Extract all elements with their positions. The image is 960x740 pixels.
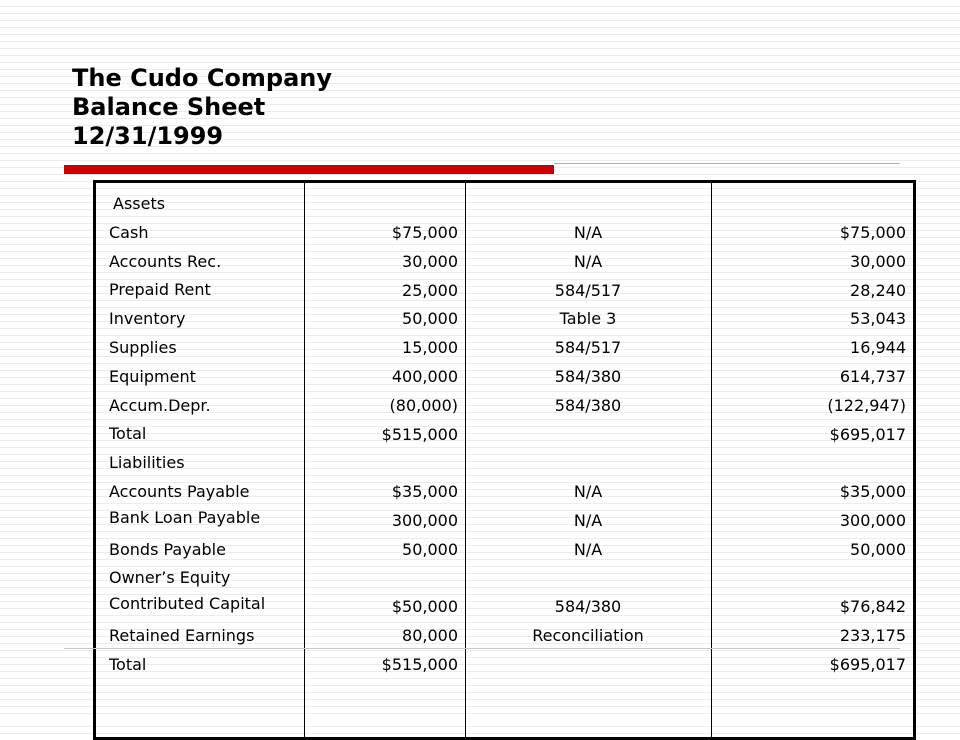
adjusted-value-column: $75,000 30,000 28,240 53,043 16,944 614,… [713,219,906,737]
table-cell: N/A [573,223,603,242]
column-divider [711,183,712,737]
reference-column: N/A N/A 584/517 Table 3 584/517 584/380 … [468,219,708,737]
table-cell: 15,000 [402,338,458,358]
accent-bar [64,165,554,174]
table-cell: $695,017 [829,654,906,674]
table-cell: 30,000 [850,251,906,271]
table-cell: 50,000 [402,309,458,329]
table-cell: 300,000 [391,510,458,530]
table-cell: $695,017 [829,424,906,444]
slide-title: The Cudo Company Balance Sheet 12/31/199… [72,64,332,151]
table-cell: $515,000 [381,424,458,444]
row-label: Total [109,654,147,674]
balance-sheet-table: Assets Cash Accounts Rec. Prepaid Rent I… [93,180,916,740]
row-label: Accum.Depr. [109,395,211,415]
section-heading-liabilities: Liabilities [109,453,185,473]
accent-rule [554,163,900,164]
row-label: Prepaid Rent [109,280,211,300]
table-cell: 233,175 [839,626,906,646]
table-cell: N/A [573,510,603,530]
section-heading-owners-equity: Owner’s Equity [109,568,231,588]
footer-rule [64,648,900,649]
table-cell: 25,000 [402,280,458,300]
label-column: Assets Cash Accounts Rec. Prepaid Rent I… [109,190,304,737]
row-label: Total [109,424,147,444]
table-cell: $35,000 [391,482,458,502]
row-label: Contributed Capital [109,594,266,614]
table-cell: 28,240 [850,280,906,300]
table-cell: 400,000 [391,366,458,386]
table-cell: $515,000 [381,654,458,674]
table-cell: 53,043 [850,309,906,329]
table-cell: 300,000 [839,510,906,530]
table-cell: 30,000 [402,251,458,271]
row-label: Supplies [109,337,177,357]
column-divider [304,183,305,737]
table-cell [468,651,708,680]
row-label: Equipment [109,366,196,386]
table-cell: 584/517 [554,338,622,358]
table-cell: N/A [573,539,603,559]
table-cell: (122,947) [827,395,906,415]
company-name: The Cudo Company [72,64,333,92]
row-label: Inventory [109,309,186,329]
table-cell: $75,000 [391,223,458,242]
table-cell: $75,000 [839,223,906,242]
row-label: Accounts Payable [109,481,250,501]
section-heading-assets: Assets [113,194,166,213]
table-cell: 16,944 [850,338,906,358]
table-cell: 584/380 [554,597,622,617]
table-cell [468,421,708,479]
table-cell: 80,000 [402,626,458,646]
table-cell: N/A [573,482,603,502]
table-cell: 50,000 [402,539,458,559]
row-label: Accounts Rec. [109,251,222,271]
table-cell: 584/380 [554,366,622,386]
table-cell: Reconciliation [532,626,644,646]
table-cell: Table 3 [559,309,617,329]
statement-date: 12/31/1999 [72,122,224,150]
row-label: Cash [109,222,149,242]
statement-name: Balance Sheet [72,93,266,121]
table-cell: N/A [573,251,603,271]
book-value-column: $75,000 30,000 25,000 50,000 15,000 400,… [306,219,458,737]
column-divider [465,183,466,737]
table-cell: $76,842 [839,597,906,617]
row-label: Retained Earnings [109,625,255,645]
row-label: Bonds Payable [109,539,226,559]
table-cell: 50,000 [850,539,906,559]
table-cell: (80,000) [389,395,458,415]
row-label: Bank Loan Payable [109,507,261,527]
table-cell: 584/517 [554,280,622,300]
table-cell: 614,737 [839,366,906,386]
table-cell: 584/380 [554,395,622,415]
table-cell: $50,000 [391,597,458,617]
table-cell: $35,000 [839,482,906,502]
